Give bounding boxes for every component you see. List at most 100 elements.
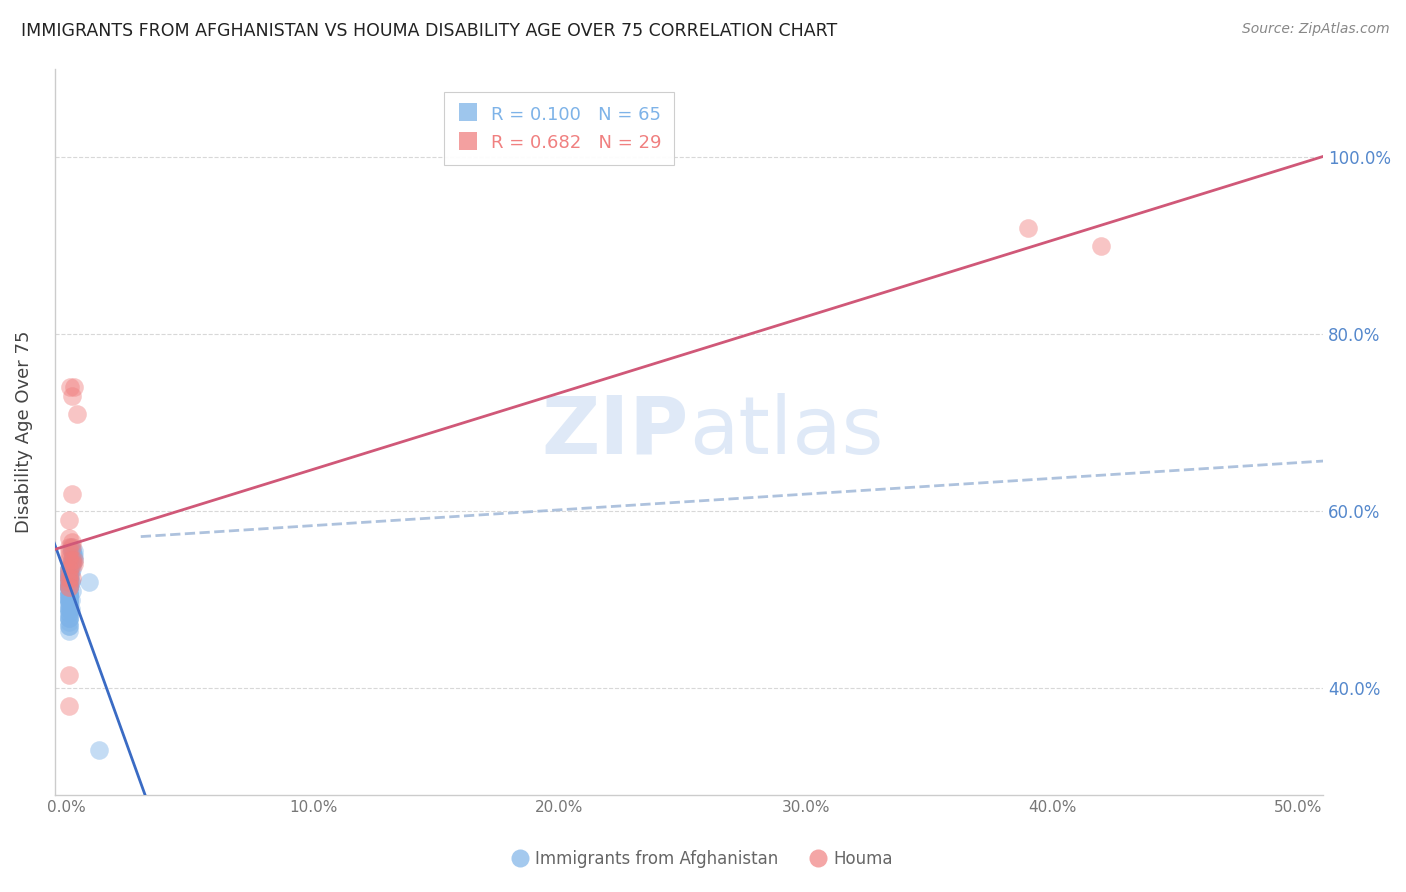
Point [59,380,82,394]
Point [58,580,80,594]
Point [58,575,80,590]
Point [60,553,83,567]
Point [58,597,80,611]
Point [1090,238,1112,252]
Point [58,568,80,582]
Point [58,566,80,581]
Point [58,601,80,615]
Text: IMMIGRANTS FROM AFGHANISTAN VS HOUMA DISABILITY AGE OVER 75 CORRELATION CHART: IMMIGRANTS FROM AFGHANISTAN VS HOUMA DIS… [21,22,838,40]
Point [58,540,80,554]
Point [58,575,80,590]
Point [58,589,80,603]
Point [60,535,83,549]
Point [58,593,80,607]
Point [60,562,83,576]
Point [63,380,86,394]
Point [58,580,80,594]
Point [59,566,82,581]
Point [58,568,80,582]
Point [58,589,80,603]
Point [62,549,84,563]
Point [59,601,82,615]
Point [60,544,83,558]
Text: Source: ZipAtlas.com: Source: ZipAtlas.com [1241,22,1389,37]
Point [60,584,83,599]
Point [58,577,80,591]
Point [58,544,80,558]
Point [58,584,80,599]
Point [58,619,80,633]
Point [63,553,86,567]
Point [58,571,80,585]
Point [60,486,83,500]
Point [58,571,80,585]
Point [58,597,80,611]
Point [58,601,80,615]
Point [58,606,80,620]
Point [1017,221,1039,235]
Point [60,389,83,403]
Point [58,562,80,576]
Legend: Immigrants from Afghanistan, Houma: Immigrants from Afghanistan, Houma [506,844,900,875]
Point [58,566,80,581]
Point [58,549,80,563]
Point [58,568,80,582]
Point [58,610,80,624]
Point [60,553,83,567]
Point [58,553,80,567]
Point [58,562,80,576]
Point [58,593,80,607]
Text: ZIP: ZIP [541,392,689,471]
Point [58,571,80,585]
Point [62,549,84,563]
Point [58,562,80,576]
Point [58,513,80,527]
Point [58,580,80,594]
Point [58,610,80,624]
Point [58,615,80,629]
Point [60,544,83,558]
Point [66,407,89,421]
Point [60,558,83,572]
Point [58,699,80,714]
Point [58,566,80,581]
Point [58,584,80,599]
Point [63,553,86,567]
Point [58,593,80,607]
Point [58,668,80,682]
Point [60,571,83,585]
Point [58,580,80,594]
Point [58,619,80,633]
Point [59,558,82,572]
Point [58,624,80,638]
Point [58,601,80,615]
Point [58,606,80,620]
Point [58,566,80,581]
Point [58,531,80,545]
Point [58,571,80,585]
Point [59,575,82,590]
Point [58,580,80,594]
Point [59,540,82,554]
Point [58,589,80,603]
Text: atlas: atlas [689,392,883,471]
Point [59,566,82,581]
Point [58,562,80,576]
Y-axis label: Disability Age Over 75: Disability Age Over 75 [15,330,32,533]
Point [63,558,86,572]
Point [58,571,80,585]
Point [87,743,110,757]
Point [58,593,80,607]
Point [58,589,80,603]
Point [59,593,82,607]
Point [58,580,80,594]
Point [58,577,80,591]
Point [60,558,83,572]
Point [77,575,100,590]
Point [63,544,86,558]
Point [58,575,80,590]
Legend: R = 0.100   N = 65, R = 0.682   N = 29: R = 0.100 N = 65, R = 0.682 N = 29 [444,92,675,165]
Point [59,575,82,590]
Point [60,553,83,567]
Point [58,610,80,624]
